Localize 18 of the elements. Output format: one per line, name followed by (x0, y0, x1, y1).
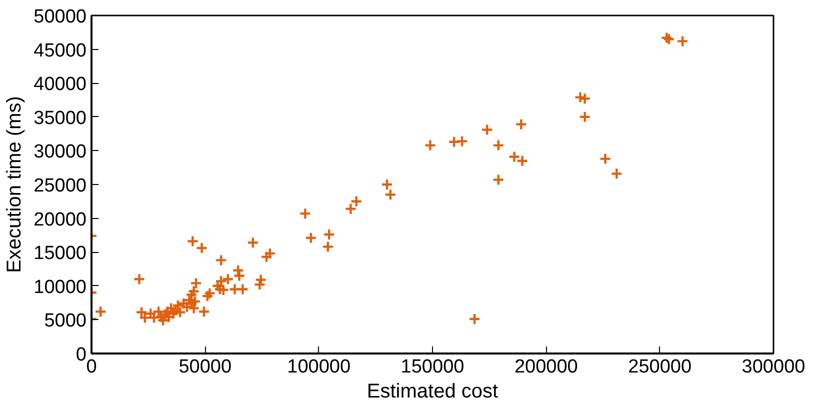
x-tick-label: 200000 (514, 356, 578, 378)
x-tick-label: 150000 (400, 356, 464, 378)
y-tick-label: 30000 (34, 142, 87, 163)
y-axis-title: Execution time (ms) (4, 96, 26, 273)
x-tick-label: 300000 (742, 356, 806, 378)
y-tick-label: 15000 (34, 243, 87, 264)
y-tick-label: 50000 (34, 6, 87, 28)
y-tick-label: 40000 (34, 74, 87, 96)
y-tick-label: 35000 (34, 108, 87, 129)
y-tick-label: 20000 (34, 209, 87, 230)
x-tick-label: 50000 (178, 356, 232, 378)
x-tick-label: 100000 (287, 356, 351, 378)
y-tick-label: 5000 (44, 310, 87, 332)
x-tick-label: 250000 (628, 356, 692, 378)
y-tick-label: 10000 (34, 276, 87, 298)
y-tick-label: 25000 (34, 176, 87, 196)
x-axis-title: Estimated cost (366, 380, 499, 402)
y-tick-label: 45000 (34, 40, 87, 62)
